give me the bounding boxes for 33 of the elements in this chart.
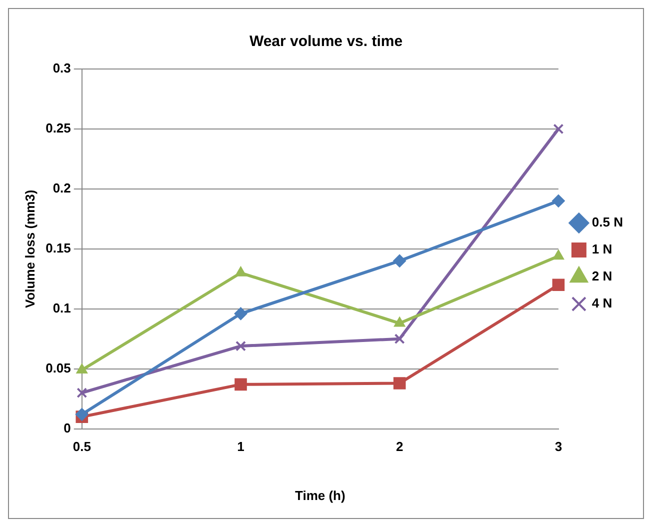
point [235,266,246,276]
legend-label: 0.5 N [592,214,624,230]
x-tick-label: 0.5 [72,439,91,454]
y-tick-label: 0.1 [52,300,71,316]
chart-title: Wear volume vs. time [249,33,403,50]
point [393,377,406,390]
y-tick-label: 0.2 [52,180,71,196]
point [394,316,406,327]
y-tick-label: 0.05 [46,360,71,376]
y-tick-label: 0.15 [46,240,71,256]
y-tick-label: 0 [64,420,71,436]
point [552,278,565,292]
x-tick-label: 2 [396,439,404,454]
y-tick-label: 0.25 [46,120,71,136]
legend-label: 2 N [592,268,612,284]
point [394,334,405,344]
x-tick-label: 3 [554,439,562,454]
point [552,250,564,260]
point [234,307,248,320]
point [393,254,406,268]
point [236,340,246,352]
x-axis-title: Time (h) [295,488,346,503]
x-tick-label: 1 [237,439,244,454]
y-tick-label: 0.3 [52,60,71,76]
y-axis-title: Volume loss (mm3) [22,190,38,308]
legend-label: 1 N [592,242,612,257]
point [76,364,88,374]
point [75,408,88,421]
point [76,388,88,398]
legend-label: 4 N [592,296,612,311]
point [552,194,565,208]
point [234,378,247,391]
point [553,124,564,134]
